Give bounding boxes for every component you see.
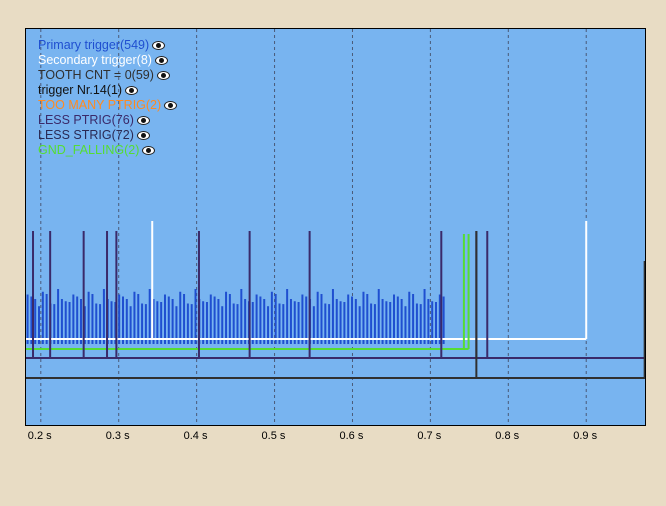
- legend-item[interactable]: trigger Nr.14(1): [38, 83, 177, 98]
- trigger-chart[interactable]: Primary trigger(549) Secondary trigger(8)…: [25, 28, 646, 426]
- eye-icon[interactable]: [136, 131, 150, 140]
- x-tick-label: 0.8 s: [495, 430, 520, 442]
- x-tick-label: 0.3 s: [105, 430, 130, 442]
- legend-item[interactable]: LESS STRIG(72): [38, 128, 177, 143]
- x-tick-label: 0.5 s: [261, 430, 286, 442]
- legend-label: LESS STRIG(72): [38, 128, 134, 142]
- x-tick-label: 0.7 s: [417, 430, 442, 442]
- eye-icon[interactable]: [142, 146, 156, 155]
- legend-label: Secondary trigger(8): [38, 53, 152, 67]
- legend-item[interactable]: Secondary trigger(8): [38, 53, 177, 68]
- eye-icon[interactable]: [164, 101, 178, 110]
- eye-icon[interactable]: [154, 56, 168, 65]
- eye-icon[interactable]: [136, 116, 150, 125]
- eye-icon[interactable]: [156, 71, 170, 80]
- x-tick-label: 0.6 s: [339, 430, 364, 442]
- legend-item[interactable]: LESS PTRIG(76): [38, 113, 177, 128]
- eye-icon[interactable]: [125, 86, 139, 95]
- x-tick-label: 0.2 s: [27, 430, 52, 442]
- chart-canvas: [26, 29, 645, 425]
- legend-item[interactable]: Primary trigger(549): [38, 38, 177, 53]
- x-tick-label: 0.9 s: [573, 430, 598, 442]
- legend-label: LESS PTRIG(76): [38, 113, 134, 127]
- legend: Primary trigger(549) Secondary trigger(8)…: [38, 38, 178, 158]
- x-axis: 0.2 s 0.3 s 0.4 s 0.5 s 0.6 s 0.7 s 0.8 s 0.9 s: [25, 428, 646, 448]
- legend-item[interactable]: GND_FALLING(2): [38, 143, 177, 158]
- legend-label: trigger Nr.14(1): [38, 83, 123, 97]
- legend-label: Primary trigger(549): [38, 38, 150, 52]
- eye-icon[interactable]: [152, 41, 166, 50]
- legend-label: TOOTH CNT = 0(59): [38, 68, 154, 82]
- legend-item[interactable]: TOOTH CNT = 0(59): [38, 68, 177, 83]
- legend-label: GND_FALLING(2): [38, 143, 140, 157]
- x-tick-label: 0.4 s: [183, 430, 208, 442]
- legend-label: TOO MANY PTRIG(2): [38, 98, 162, 112]
- legend-item[interactable]: TOO MANY PTRIG(2): [38, 98, 178, 113]
